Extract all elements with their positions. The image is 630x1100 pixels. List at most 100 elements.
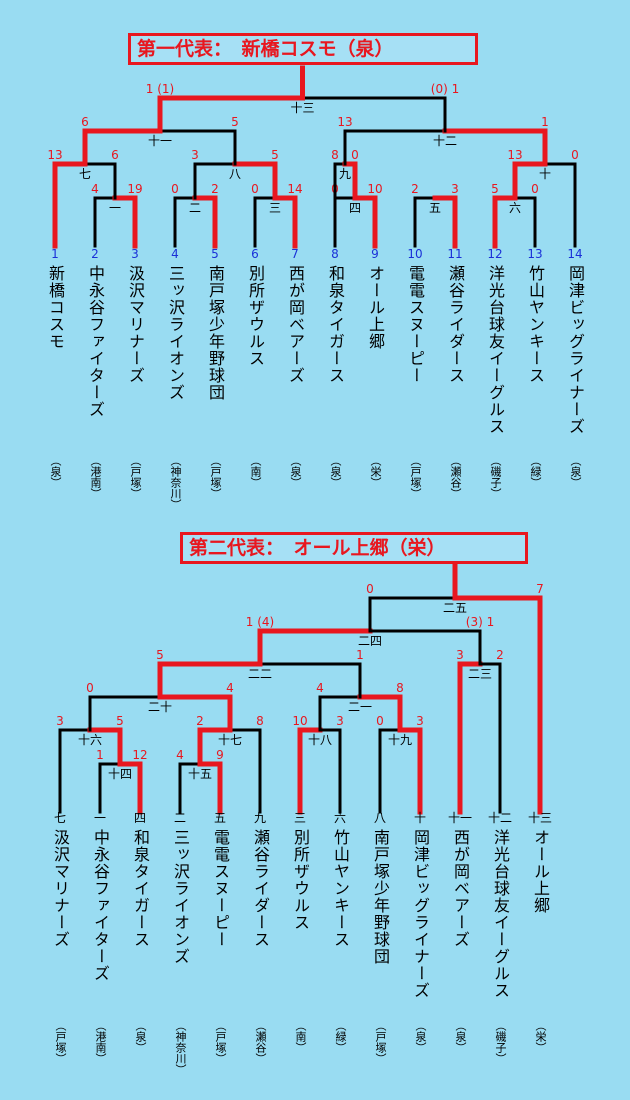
- score-left: 1: [96, 748, 104, 762]
- score-right: (0) 1: [431, 82, 459, 96]
- team-entry: 二三ッ沢ライオンズ: [168, 812, 192, 966]
- game-number: 十五: [188, 767, 212, 781]
- game-number: 十九: [388, 733, 412, 747]
- team-entry: 9 オール上郷: [363, 248, 387, 351]
- team-entry: 3 汲沢マリナーズ: [123, 247, 147, 385]
- score-left: 1 (1): [146, 82, 174, 96]
- team-area: （栄）: [369, 455, 382, 488]
- game-number: 二五: [443, 601, 467, 615]
- team-number: 一: [93, 811, 106, 825]
- team-number: 3: [131, 247, 139, 261]
- score-right: 2: [211, 182, 219, 196]
- game-number: 八: [229, 167, 241, 181]
- team-entry: 12 洋光台球友イーグルス: [483, 248, 507, 436]
- team-name: 和泉タイガース: [131, 829, 150, 948]
- team-area: （戸塚）: [129, 455, 142, 499]
- score-left: 8: [331, 148, 339, 162]
- team-name: 新橋コスモ: [46, 265, 65, 350]
- team-name: オール上郷: [531, 829, 550, 914]
- score-right: 10: [367, 182, 382, 196]
- game-number: 十: [539, 167, 551, 181]
- score-right: 1: [356, 648, 364, 662]
- team-area: （港南）: [94, 1020, 107, 1064]
- score-right: 12: [132, 748, 147, 762]
- game-number: 四: [349, 201, 361, 215]
- team-area: （瀬谷）: [254, 1020, 267, 1064]
- team-number: 6: [251, 247, 259, 261]
- score-left: 2: [411, 182, 419, 196]
- game-number: 五: [429, 201, 441, 215]
- team-name: 竹山ヤンキース: [331, 829, 350, 948]
- score-left: 2: [196, 714, 204, 728]
- team-area: （緑）: [334, 1020, 347, 1053]
- team-area: （瀬谷）: [449, 455, 462, 499]
- team-area: （泉）: [454, 1020, 467, 1053]
- team-area: （磯子）: [494, 1020, 507, 1064]
- team-name: 汲沢マリナーズ: [51, 829, 70, 948]
- team-name: 南戸塚少年野球団: [206, 265, 225, 401]
- game-number: 十一: [148, 134, 172, 148]
- team-entry: 六竹山ヤンキース: [328, 812, 352, 949]
- team-area: （泉）: [329, 455, 342, 488]
- team-entry: 8 和泉タイガース: [323, 248, 347, 385]
- team-entry: 6 別所ザウルス: [243, 247, 267, 368]
- team-area: （泉）: [134, 1020, 147, 1053]
- game-number: 十二: [433, 134, 457, 148]
- team-name: 竹山ヤンキース: [526, 265, 545, 384]
- team-number: 十三: [528, 811, 553, 825]
- team-name: 洋光台球友イーグルス: [491, 829, 510, 999]
- score-right: 3: [416, 714, 424, 728]
- team-number: 14: [567, 247, 583, 261]
- team-entry: 七汲沢マリナーズ: [48, 812, 72, 949]
- team-name: 洋光台球友イーグルス: [486, 265, 505, 435]
- team-name: 電電スヌーピー: [211, 829, 230, 948]
- team-entry: 四和泉タイガース: [128, 811, 152, 949]
- team-number: 八: [373, 811, 386, 825]
- team-name: 瀬谷ライダース: [251, 829, 270, 948]
- game-number: 九: [339, 167, 351, 181]
- score-right: 0: [531, 182, 539, 196]
- score-left: 4: [91, 182, 99, 196]
- team-area: （泉）: [49, 455, 62, 488]
- team-area: （緑）: [529, 455, 542, 488]
- score-left: 0: [366, 582, 374, 596]
- team-entry: 14 岡津ビッグライナーズ: [563, 247, 587, 436]
- score-right: 6: [111, 148, 119, 162]
- team-name: 瀬谷ライダース: [446, 265, 465, 384]
- game-number: 二二: [248, 667, 272, 681]
- team-area: （磯子）: [489, 455, 502, 499]
- bracket2-title: 第二代表： オール上郷（栄）: [180, 532, 528, 564]
- team-number: 4: [171, 247, 179, 261]
- score-left: 0: [376, 714, 384, 728]
- score-left: 5: [156, 648, 164, 662]
- score-left: 10: [292, 714, 307, 728]
- score-left: 0: [86, 681, 94, 695]
- game-number: 十六: [78, 733, 102, 747]
- team-name: 中永谷ファイターズ: [86, 265, 105, 418]
- team-entry: 十二 洋光台球友イーグルス: [488, 812, 512, 1000]
- score-left: 3: [191, 148, 199, 162]
- score-right: 2: [496, 648, 504, 662]
- team-name: 岡津ビッグライナーズ: [411, 829, 430, 999]
- team-entry: 11 瀬谷ライダース: [443, 248, 467, 385]
- score-right: 5: [271, 148, 279, 162]
- score-left: 13: [507, 148, 522, 162]
- team-area: （泉）: [289, 455, 302, 488]
- game-number: 六: [509, 201, 521, 215]
- team-entry: 4 三ッ沢ライオンズ: [163, 247, 187, 402]
- team-entry: 7 西が岡ベアーズ: [283, 248, 307, 385]
- score-left: 6: [81, 115, 89, 129]
- team-number: 四: [133, 811, 146, 825]
- score-right: 3: [336, 714, 344, 728]
- team-entry: 10 電電スヌーピー: [403, 248, 427, 385]
- team-name: 別所ザウルス: [291, 829, 310, 931]
- team-name: 中永谷ファイターズ: [91, 829, 110, 982]
- game-number: 二十: [148, 700, 172, 714]
- bracket1-title: 第一代表： 新橋コスモ（泉）: [128, 33, 478, 65]
- team-name: 電電スヌーピー: [406, 265, 425, 384]
- score-right: 9: [216, 748, 224, 762]
- score-right: 1: [541, 115, 549, 129]
- team-area: （南）: [249, 455, 262, 488]
- score-right: 5: [231, 115, 239, 129]
